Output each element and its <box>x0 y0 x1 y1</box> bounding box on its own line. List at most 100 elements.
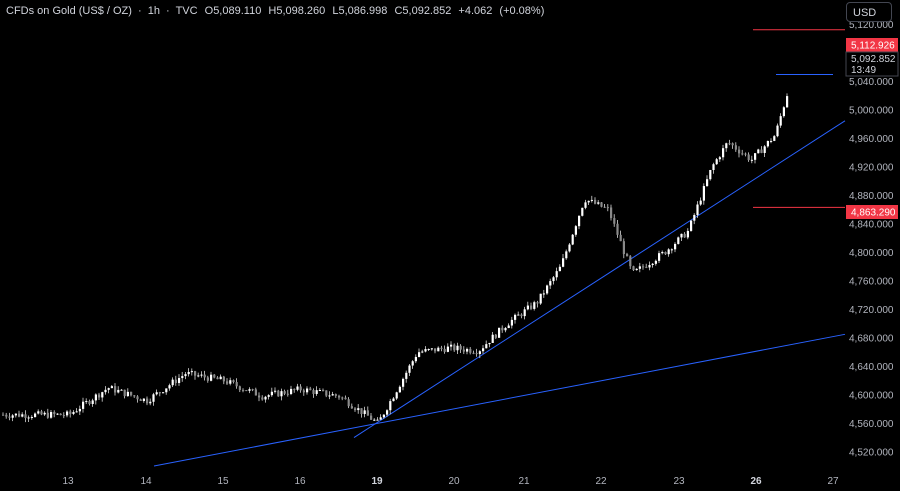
price-axis-tick: 4,800.000 <box>849 248 894 259</box>
candle <box>382 414 385 419</box>
candle <box>523 306 526 320</box>
candle <box>245 389 248 392</box>
candle <box>763 145 766 158</box>
candle <box>651 262 654 268</box>
candle <box>286 389 289 397</box>
candle <box>194 370 197 380</box>
interval-label[interactable]: 1h <box>147 5 160 17</box>
candle <box>338 394 341 400</box>
candle <box>2 412 5 416</box>
time-axis-tick: 20 <box>448 476 460 487</box>
candle <box>578 215 581 230</box>
candle <box>638 262 641 273</box>
candle <box>571 234 574 246</box>
candle <box>760 146 763 154</box>
trendline[interactable] <box>153 333 846 467</box>
candle <box>88 399 91 406</box>
candle <box>251 388 254 392</box>
candle <box>654 259 657 266</box>
candle <box>626 252 629 257</box>
low-key: L <box>332 5 339 17</box>
time-axis[interactable]: 13 14 15 16 19 20 21 22 23 26 27 <box>62 476 839 487</box>
candle <box>680 233 683 241</box>
price-axis-tick: 4,840.000 <box>849 219 894 230</box>
candle <box>517 311 520 316</box>
candle <box>741 149 744 156</box>
candle <box>69 409 72 418</box>
time-axis-tick: 15 <box>217 476 229 487</box>
candle <box>536 300 539 308</box>
candle <box>152 392 155 406</box>
candle <box>123 389 126 399</box>
candle <box>542 289 545 298</box>
candle <box>363 406 366 418</box>
candle <box>18 410 21 418</box>
symbol-name[interactable]: CFDs on Gold (US$ / OZ) <box>6 5 132 17</box>
candle <box>85 398 88 405</box>
candle <box>683 232 686 238</box>
candle <box>219 374 222 380</box>
candle <box>344 395 347 400</box>
candle <box>510 316 513 329</box>
candle <box>178 374 181 386</box>
candle <box>168 383 171 391</box>
time-axis-tick: 16 <box>294 476 306 487</box>
candle <box>322 388 325 392</box>
candle <box>357 404 360 414</box>
candle <box>267 394 270 400</box>
candle <box>581 207 584 217</box>
candle <box>462 346 465 355</box>
candle <box>424 346 427 353</box>
candle <box>318 388 321 392</box>
candle <box>78 405 81 416</box>
price-axis-tick: 5,000.000 <box>849 106 894 117</box>
candle <box>379 414 382 420</box>
candle <box>261 395 264 401</box>
candle <box>386 409 389 417</box>
change-value: +4.062 <box>458 5 493 17</box>
candle <box>280 388 283 401</box>
candle <box>594 197 597 205</box>
candle <box>146 396 149 406</box>
candle <box>46 408 49 419</box>
levels-layer <box>753 29 845 208</box>
candle <box>302 388 305 396</box>
price-axis-tick: 5,040.000 <box>849 77 894 88</box>
candle <box>731 142 734 149</box>
candle <box>622 238 625 259</box>
candle <box>94 393 97 405</box>
currency-button[interactable]: USD <box>846 2 892 22</box>
candle <box>482 345 485 354</box>
candle <box>5 412 8 419</box>
price-axis[interactable]: 4,520.000 4,560.000 4,600.000 4,640.000 4,68… <box>849 20 894 458</box>
candle <box>290 385 293 396</box>
candle <box>418 348 421 358</box>
candle <box>299 384 302 393</box>
candle <box>421 349 424 354</box>
candle <box>104 386 107 395</box>
candle <box>59 413 62 416</box>
time-axis-tick: 23 <box>673 476 685 487</box>
candle <box>56 413 59 415</box>
candle <box>98 392 101 400</box>
candle <box>200 371 203 378</box>
candle <box>520 313 523 319</box>
candle <box>549 278 552 289</box>
candle <box>53 410 56 418</box>
low-value: 5,086.998 <box>338 5 388 17</box>
candle <box>590 195 593 203</box>
candle <box>149 398 152 406</box>
trendline[interactable] <box>353 120 846 438</box>
candle <box>229 377 232 386</box>
time-axis-tick: 26 <box>750 476 762 487</box>
candle <box>210 371 213 382</box>
open-value: 5,089.110 <box>213 5 262 17</box>
candle <box>350 403 353 409</box>
candle <box>162 391 165 394</box>
separator-dot: · <box>166 5 170 17</box>
candle <box>315 386 318 396</box>
candle <box>450 341 453 351</box>
candle <box>34 412 37 418</box>
